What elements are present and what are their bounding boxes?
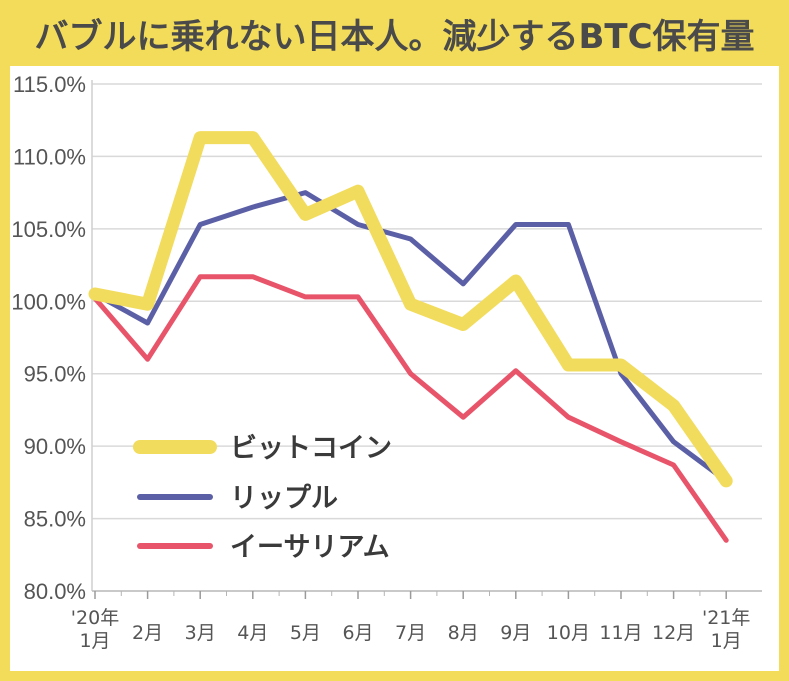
x-tick-label-line: 5月 (290, 622, 321, 644)
y-tick-label: 100.0% (11, 289, 86, 314)
plot-area: 115.0% 110.0% 105.0% 100.0% 95.0% 90.0% 85.0% 8… (10, 66, 779, 671)
x-tick-label-line: '21年 (702, 607, 750, 629)
y-tick-label: 80.0% (24, 579, 86, 604)
series-line-0 (88, 131, 733, 488)
x-tick-label-line: 11月 (599, 622, 642, 644)
x-tick-label-line: 12月 (652, 622, 695, 644)
x-tick-label-line: 9月 (500, 622, 531, 644)
legend-label: イーサリアム (230, 532, 390, 563)
x-tick-label-line: 3月 (185, 622, 216, 644)
legend-label: ビットコイン (230, 433, 392, 464)
y-tick-label: 85.0% (24, 507, 86, 532)
legend-label: リップル (230, 483, 338, 514)
x-tick-label: 6月 (342, 622, 373, 644)
series-line-2 (92, 274, 729, 543)
x-tick-label: 11月 (599, 622, 642, 644)
series-line-1 (92, 190, 729, 484)
y-tick-label: 105.0% (11, 217, 86, 242)
x-tick-label: 10月 (547, 622, 590, 644)
x-tick-label: 7月 (395, 622, 426, 644)
y-tick-label: 90.0% (24, 434, 86, 459)
x-tick-label: 9月 (500, 622, 531, 644)
x-tick-label-line: 7月 (395, 622, 426, 644)
x-tick-label-line: 1月 (79, 630, 110, 652)
y-tick-label: 115.0% (13, 72, 86, 97)
x-tick-label: 12月 (652, 622, 695, 644)
y-tick-label: 110.0% (13, 144, 86, 169)
x-tick-label-line: 4月 (237, 622, 268, 644)
x-tick-label: 3月 (185, 622, 216, 644)
line-chart: 115.0% 110.0% 105.0% 100.0% 95.0% 90.0% 85.0% 8… (11, 72, 762, 652)
x-tick-label: '20年 1月 (71, 607, 119, 652)
x-tick-label-line: 1月 (711, 630, 742, 652)
x-tick-label-line: 2月 (132, 622, 163, 644)
x-tick-label-line: 10月 (547, 622, 590, 644)
x-tick-label: 2月 (132, 622, 163, 644)
x-tick-label: 8月 (448, 622, 479, 644)
x-tick-label-line: 6月 (342, 622, 373, 644)
x-tick-label: 4月 (237, 622, 268, 644)
y-tick-label: 95.0% (24, 362, 86, 387)
x-tick-label-line: 8月 (448, 622, 479, 644)
chart-title: バブルに乗れない日本人。減少するBTC保有量 (34, 16, 755, 57)
x-tick-label-line: '20年 (71, 607, 119, 629)
x-tick-label: '21年 1月 (702, 607, 750, 652)
x-tick-label: 5月 (290, 622, 321, 644)
